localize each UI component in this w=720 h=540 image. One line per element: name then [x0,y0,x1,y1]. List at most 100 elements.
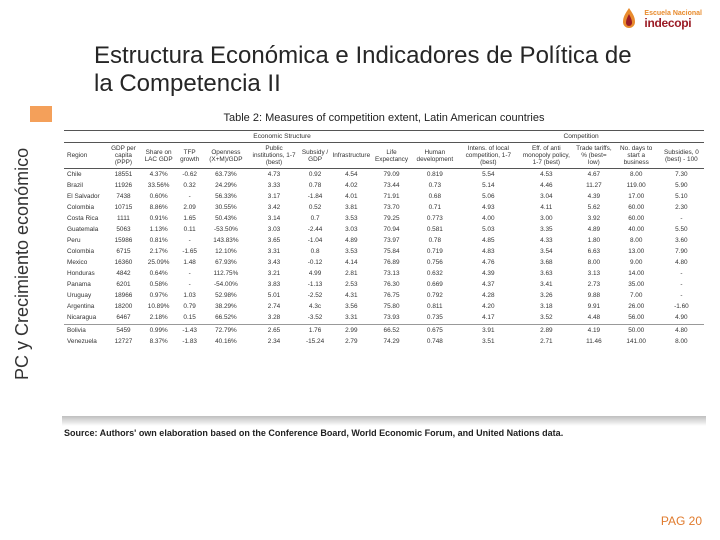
source-note: Source: Authors' own elaboration based o… [64,428,563,438]
table-cell: 0.819 [411,169,458,181]
table-cell: 3.04 [518,191,574,202]
table-cell: -3.52 [299,312,331,323]
table-cell: 3.92 [574,213,613,224]
table-cell: -1.65 [176,246,203,257]
table-cell: 3.31 [331,312,372,323]
column-header: Subsidies, 0 (best) - 100 [659,143,704,169]
table-cell: 3.42 [249,202,299,213]
table-cell: -0.12 [299,257,331,268]
table-cell: 11.27 [574,180,613,191]
table-cell: 0.79 [176,301,203,312]
table-row: Nicaragua64672.18%0.1566.52%3.28-3.523.3… [64,312,704,323]
table-cell: 79.09 [372,169,412,181]
table-cell: 4.67 [574,169,613,181]
table-cell: -2.44 [299,224,331,235]
table-cell: 0.773 [411,213,458,224]
table-cell: 3.35 [518,224,574,235]
table-cell: Nicaragua [64,312,106,323]
table-row: El Salvador74380.60%-56.33%3.17-1.844.01… [64,191,704,202]
table-cell: 1.65 [176,213,203,224]
table-cell: 2.53 [331,279,372,290]
table-cell: 0.91% [141,213,176,224]
column-header: Public institutions, 1-7 (best) [249,143,299,169]
table-cell: 4.80 [659,324,704,336]
table-cell: 2.73 [574,279,613,290]
table-cell: 8.00 [614,235,659,246]
table-cell: 2.74 [249,301,299,312]
table-cell: 4.28 [458,290,518,301]
table-cell: 9.88 [574,290,613,301]
table-cell: Uruguay [64,290,106,301]
table-cell: 0.792 [411,290,458,301]
table-cell: 9.91 [574,301,613,312]
table-cell: 3.33 [249,180,299,191]
table-row: Colombia107158.86%2.0930.55%3.420.523.81… [64,202,704,213]
table-cell: 4.31 [331,290,372,301]
table-cell: - [659,279,704,290]
column-header: GDP per capita (PPP) [106,143,141,169]
table-cell: 0.60% [141,191,176,202]
table-cell: 0.756 [411,257,458,268]
table-cell: 5.03 [458,224,518,235]
table-cell: 0.11 [176,224,203,235]
table-cell: 7438 [106,191,141,202]
table-cell: 4.76 [458,257,518,268]
group-header-blank [64,131,106,143]
table-body: Chile185514.37%-0.6263.73%4.730.924.5479… [64,169,704,347]
table-cell: 0.632 [411,268,458,279]
table-cell: 4842 [106,268,141,279]
table-cell: Bolivia [64,324,106,336]
table-row: Colombia67152.17%-1.6512.10%3.310.83.537… [64,246,704,257]
table-cell: 50.43% [203,213,249,224]
column-header: TFP growth [176,143,203,169]
table-cell: 52.98% [203,290,249,301]
table-caption: Table 2: Measures of competition extent,… [64,112,704,124]
column-header: Subsidy / GDP [299,143,331,169]
table-group-header-row: Economic Structure Competition [64,131,704,143]
table-cell: 4.00 [458,213,518,224]
table-cell: 4.83 [458,246,518,257]
table-row: Chile185514.37%-0.6263.73%4.730.924.5479… [64,169,704,181]
table-cell: 66.52 [372,324,412,336]
table-cell: 2.71 [518,336,574,347]
table-cell: 6201 [106,279,141,290]
table-cell: 5.50 [659,224,704,235]
table-cell: 3.31 [249,246,299,257]
table-cell: 5.06 [458,191,518,202]
table-cell: 70.94 [372,224,412,235]
table-cell: 0.675 [411,324,458,336]
table-cell: 5.01 [249,290,299,301]
table-cell: 4.53 [518,169,574,181]
table-cell: 3.03 [249,224,299,235]
table-cell: 0.73 [411,180,458,191]
table-cell: 8.37% [141,336,176,347]
table-cell: 3.28 [249,312,299,323]
table-cell: 2.18% [141,312,176,323]
table-cell: 60.00 [614,202,659,213]
table-cell: 4.14 [331,257,372,268]
table-cell: 50.00 [614,324,659,336]
table-cell: 3.63 [518,268,574,279]
table-cell: 3.52 [518,312,574,323]
table-cell: 76.89 [372,257,412,268]
table-cell: 0.68 [411,191,458,202]
table-cell: Honduras [64,268,106,279]
table-cell: 2.34 [249,336,299,347]
table-cell: 1.76 [299,324,331,336]
table-cell: 0.669 [411,279,458,290]
table-cell: 13.00 [614,246,659,257]
table-cell: 8.86% [141,202,176,213]
group-header-econ: Economic Structure [106,131,458,143]
table-cell: 0.52 [299,202,331,213]
table-cell: 3.56 [331,301,372,312]
brand-logo: Escuela Nacional indecopi [618,6,702,32]
table-cell: 3.68 [518,257,574,268]
table-cell: 1111 [106,213,141,224]
table-cell: 5.90 [659,180,704,191]
table-cell: 4.01 [331,191,372,202]
table-row: Guatemala50631.13%0.11-53.50%3.03-2.443.… [64,224,704,235]
table-cell: 2.99 [331,324,372,336]
table-cell: 3.54 [518,246,574,257]
table-cell: 79.25 [372,213,412,224]
table-cell: 56.00 [614,312,659,323]
